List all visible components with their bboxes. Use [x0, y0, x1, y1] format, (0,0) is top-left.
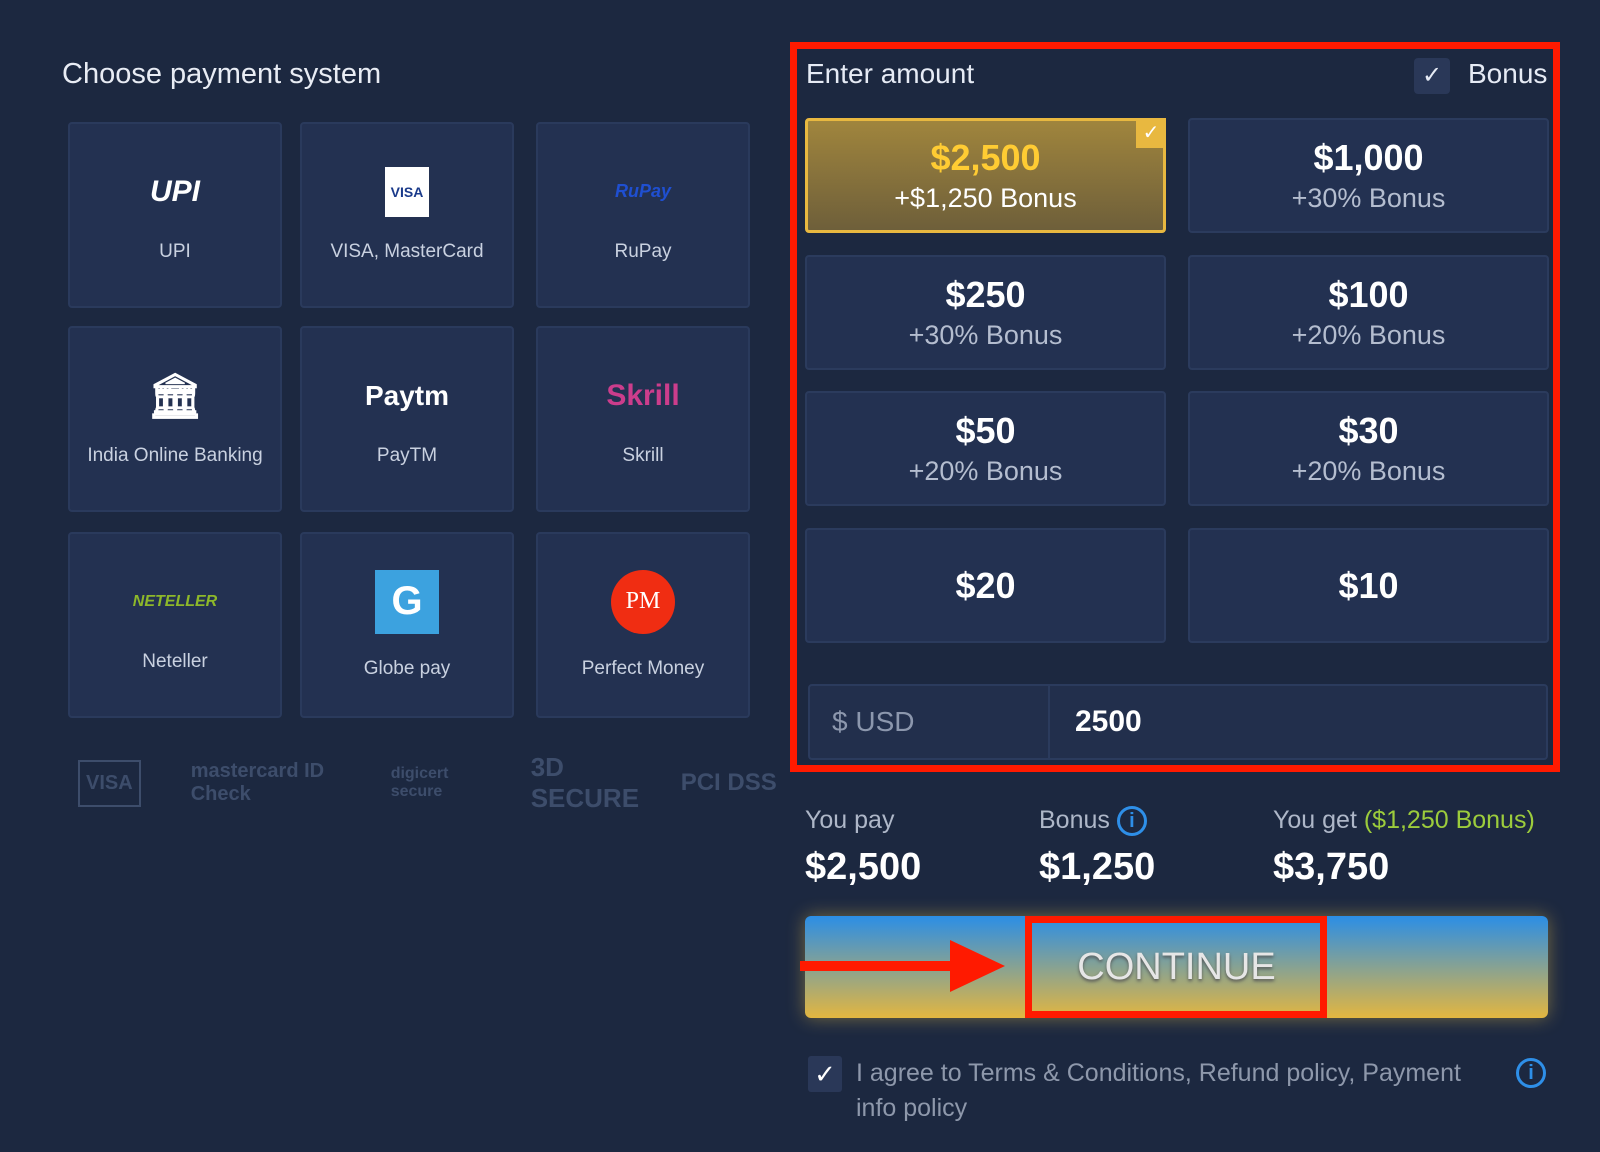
amount-option[interactable]: $2,500 +$1,250 Bonus ✓: [805, 118, 1166, 233]
payment-method-label: India Online Banking: [87, 444, 263, 466]
enter-amount-title: Enter amount: [806, 58, 975, 89]
amount-value: $50: [955, 410, 1016, 451]
payment-method-label: Skrill: [622, 444, 664, 466]
payment-method-perfect-money[interactable]: PM Perfect Money: [536, 532, 750, 718]
amount-value: $30: [1338, 410, 1399, 451]
payment-logo: Skrill: [606, 378, 680, 412]
digicert-seal: digicert secure: [390, 765, 449, 800]
payment-method-upi[interactable]: UPI UPI: [68, 122, 282, 308]
bank-icon: 🏛: [147, 371, 203, 421]
amount-option[interactable]: $10: [1188, 528, 1549, 643]
info-icon[interactable]: i: [1116, 806, 1147, 837]
page-title: Choose payment system: [62, 58, 382, 90]
payment-method-label: UPI: [159, 240, 191, 262]
payment-method-label: RuPay: [614, 240, 672, 262]
info-icon[interactable]: i: [1516, 1058, 1546, 1088]
payment-method-paytm[interactable]: Paytm PayTM: [300, 326, 514, 512]
continue-highlight-box: [1025, 916, 1327, 1018]
amount-value: $100: [1328, 274, 1409, 315]
security-seals: VISA mastercard ID Check digicert secure…: [78, 752, 777, 814]
payment-method-india-online-banking[interactable]: 🏛 India Online Banking: [68, 326, 282, 512]
amount-value: $2,500: [930, 137, 1041, 178]
amount-value: $250: [945, 274, 1026, 315]
amount-bonus: +30% Bonus: [908, 320, 1063, 350]
currency-label: $ USD: [810, 686, 1050, 758]
payment-method-label: Perfect Money: [581, 657, 705, 679]
payment-logo: Paytm: [364, 379, 450, 411]
payment-method-label: Neteller: [142, 650, 208, 672]
payment-logo: VISA: [384, 166, 430, 217]
payment-method-rupay[interactable]: RuPay RuPay: [536, 122, 750, 308]
payment-method-neteller[interactable]: NETELLER Neteller: [68, 532, 282, 718]
amount-value: $20: [955, 564, 1016, 606]
you-get-bonus-note: ($1,250 Bonus): [1363, 806, 1535, 834]
you-get-label: You get: [1273, 806, 1357, 834]
amount-input[interactable]: [1075, 686, 1515, 758]
amount-option[interactable]: $20: [805, 528, 1166, 643]
amount-bonus: +20% Bonus: [908, 456, 1063, 486]
arrow-right-icon: [800, 940, 1005, 992]
amount-option[interactable]: $1,000 +30% Bonus: [1188, 118, 1549, 233]
payment-method-skrill[interactable]: Skrill Skrill: [536, 326, 750, 512]
bonus-label: Bonus: [1468, 58, 1548, 89]
bonus-summary-label: Bonus: [1039, 806, 1110, 834]
pci-dss-seal: PCI DSS: [680, 769, 777, 796]
visa-seal: VISA: [78, 759, 141, 807]
payment-method-label: VISA, MasterCard: [330, 240, 484, 262]
bonus-checkbox[interactable]: ✓: [1414, 58, 1450, 94]
amount-bonus: +20% Bonus: [1291, 320, 1446, 350]
payment-logo: RuPay: [614, 181, 672, 201]
payment-method-visa-mastercard[interactable]: VISA VISA, MasterCard: [300, 122, 514, 308]
amount-option[interactable]: $50 +20% Bonus: [805, 391, 1166, 506]
amount-option[interactable]: $30 +20% Bonus: [1188, 391, 1549, 506]
amount-value: $1,000: [1313, 137, 1424, 178]
payment-method-label: PayTM: [376, 444, 438, 466]
payment-logo: UPI: [149, 174, 200, 208]
agree-text[interactable]: I agree to Terms & Conditions, Refund po…: [856, 1059, 1461, 1122]
amount-option[interactable]: $100 +20% Bonus: [1188, 255, 1549, 370]
3d-secure-seal: 3D SECURE: [530, 752, 640, 813]
payment-method-label: Globe pay: [363, 657, 451, 679]
selected-check-icon: ✓: [1136, 118, 1166, 148]
bonus-summary-value: $1,250: [1039, 846, 1156, 888]
amount-option[interactable]: $250 +30% Bonus: [805, 255, 1166, 370]
you-get-value: $3,750: [1273, 846, 1390, 888]
amount-bonus: +$1,250 Bonus: [894, 183, 1077, 213]
payment-method-globe-pay[interactable]: G Globe pay: [300, 532, 514, 718]
payment-logo: PM: [611, 569, 675, 634]
amount-bonus: +30% Bonus: [1291, 183, 1446, 213]
payment-logo: NETELLER: [132, 592, 218, 610]
amount-bonus: +20% Bonus: [1291, 456, 1446, 486]
agree-checkbox[interactable]: ✓: [808, 1056, 842, 1092]
mastercard-seal: mastercard ID Check: [190, 760, 325, 805]
you-pay-label: You pay: [805, 806, 895, 834]
highlight-box: [790, 42, 1560, 772]
amount-value: $10: [1338, 564, 1399, 606]
payment-logo: G: [375, 569, 439, 634]
amount-field[interactable]: $ USD: [808, 684, 1548, 760]
you-pay-value: $2,500: [805, 846, 922, 888]
